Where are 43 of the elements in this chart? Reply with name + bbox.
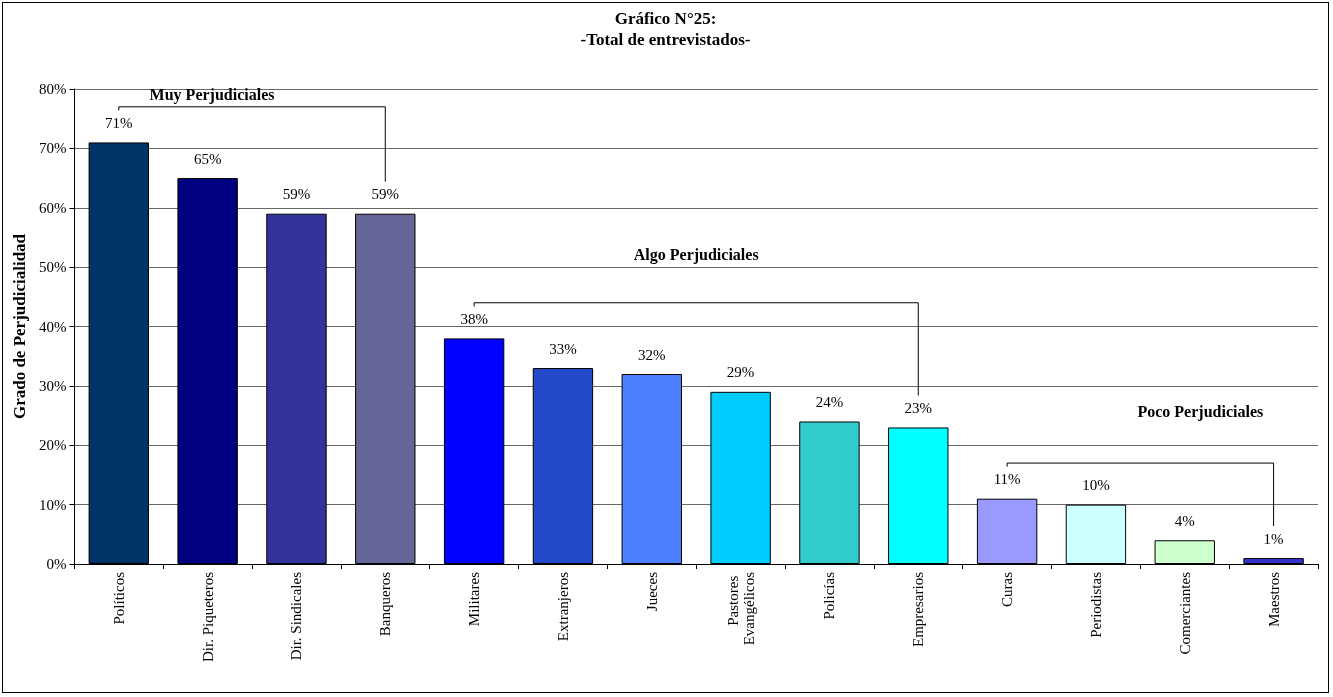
- y-tick-label: 20%: [38, 437, 67, 454]
- x-tick-label: Policías: [821, 571, 838, 620]
- data-label: 59%: [282, 186, 311, 203]
- y-tick-label: 70%: [38, 140, 67, 157]
- x-tick-label: Jueces: [643, 571, 660, 612]
- data-label: 1%: [1263, 530, 1284, 547]
- y-axis-title: Grado de Perjudicialidad: [10, 233, 29, 420]
- x-tick-label: Periodistas: [1087, 571, 1104, 638]
- data-label: 23%: [904, 399, 933, 416]
- data-label: 33%: [549, 340, 577, 357]
- data-label: 10%: [1082, 477, 1110, 494]
- x-tick-label: Militares: [466, 571, 483, 627]
- y-tick-label: 30%: [38, 377, 67, 394]
- x-tick-label: Maestros: [1265, 571, 1282, 627]
- annotation: Poco Perjudiciales: [1137, 402, 1264, 421]
- x-tick-label: Comerciantes: [1176, 571, 1193, 655]
- data-label: 4%: [1174, 512, 1195, 529]
- data-label: 59%: [371, 186, 400, 203]
- x-tick-label: Extranjeros: [554, 571, 571, 642]
- data-label: 71%: [105, 114, 133, 131]
- data-label: 65%: [193, 150, 222, 167]
- y-tick-label: 80%: [38, 81, 67, 97]
- data-label: 11%: [993, 471, 1021, 488]
- y-tick-label: 50%: [38, 259, 67, 276]
- annotation: Muy Perjudiciales: [149, 86, 275, 105]
- data-label: 29%: [726, 364, 755, 381]
- x-tick-label: Curas: [999, 571, 1016, 607]
- y-tick-label: 40%: [38, 318, 67, 335]
- x-tick-label: Dir. Piqueteros: [199, 571, 216, 662]
- x-tick-label: Banqueros: [377, 571, 394, 637]
- y-tick-label: 10%: [38, 496, 67, 513]
- x-tick-label: Empresarios: [910, 571, 927, 647]
- y-tick-label: 0%: [46, 556, 67, 572]
- annotation: Algo Perjudiciales: [633, 246, 759, 265]
- data-label: 38%: [460, 310, 488, 327]
- chart-title: Gráfico N°25:: [614, 9, 717, 28]
- data-label: 24%: [815, 394, 844, 410]
- chart-subtitle: -Total de entrevistados-: [580, 30, 751, 49]
- x-tick-label: Políticos: [110, 571, 127, 625]
- y-tick-label: 60%: [38, 199, 67, 216]
- data-label: 32%: [638, 346, 666, 363]
- x-tick-label: Dir. Sindicales: [288, 571, 305, 661]
- x-tick-label: Pastores Evangélicos: [724, 571, 757, 646]
